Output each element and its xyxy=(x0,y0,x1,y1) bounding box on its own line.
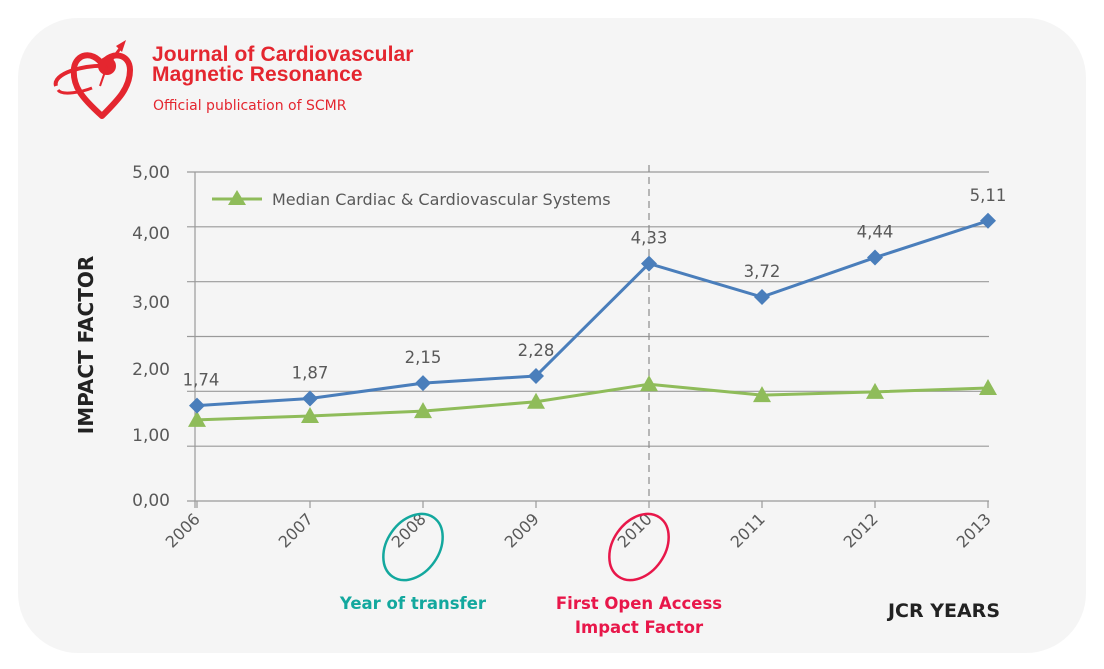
y-tick-label: 0,00 xyxy=(132,491,170,511)
data-label: 4,33 xyxy=(631,229,668,248)
data-point-diamond xyxy=(980,212,996,229)
data-point-diamond xyxy=(528,367,544,384)
x-axis-title: JCR YEARS xyxy=(886,600,1000,622)
x-tick-labels: 2006 2007 2008 2009 2010 2011 2012 2013 xyxy=(162,509,995,551)
y-tick-label: 5,00 xyxy=(132,163,170,183)
heart-orbit-logo-icon xyxy=(53,40,133,119)
annotation-text: First Open Access xyxy=(556,594,722,613)
data-point-triangle xyxy=(640,375,658,392)
data-point-diamond xyxy=(415,375,431,392)
x-tick-label: 2011 xyxy=(727,509,769,551)
x-tick-label: 2007 xyxy=(275,509,317,551)
series-line xyxy=(196,219,989,408)
journal-title-line1: Journal of Cardiovascular xyxy=(152,43,414,66)
y-tick-label: 1,00 xyxy=(132,426,170,446)
annotation-circle xyxy=(608,512,670,582)
axes xyxy=(194,172,989,508)
series-layer xyxy=(188,212,997,427)
data-point-diamond xyxy=(867,249,883,266)
chart-card xyxy=(18,18,1086,653)
legend: Median Cardiac & Cardiovascular Systems xyxy=(212,190,611,209)
x-tick-label: 2013 xyxy=(953,509,995,551)
data-labels: 1,74 1,87 2,15 2,28 4,33 3,72 4,44 5,11 xyxy=(183,186,1007,390)
data-label: 1,87 xyxy=(292,363,329,382)
data-label: 5,11 xyxy=(970,186,1007,205)
x-tick-label: 2009 xyxy=(501,509,543,551)
legend-label: Median Cardiac & Cardiovascular Systems xyxy=(272,190,611,209)
data-point-triangle xyxy=(301,407,319,424)
data-label: 2,28 xyxy=(518,341,555,360)
data-point-diamond xyxy=(189,397,205,414)
data-point-triangle xyxy=(979,379,997,396)
y-tick-label: 2,00 xyxy=(132,360,170,380)
data-label: 4,44 xyxy=(857,223,894,242)
journal-title-line2: Magnetic Resonance xyxy=(152,63,363,86)
data-label: 2,15 xyxy=(405,348,442,367)
annotation-text: Impact Factor xyxy=(575,618,704,637)
journal-subtitle: Official publication of SCMR xyxy=(153,98,347,114)
gridlines xyxy=(187,171,989,502)
y-tick-label: 4,00 xyxy=(132,224,170,244)
data-point-diamond xyxy=(754,289,770,306)
y-tick-label: 3,00 xyxy=(132,293,170,313)
data-point-diamond xyxy=(641,255,657,272)
data-point-triangle xyxy=(753,386,771,403)
data-point-triangle xyxy=(188,410,206,427)
annotation-text: Year of transfer xyxy=(339,594,487,613)
legend-marker-triangle-icon xyxy=(228,190,246,205)
annotations: Year of transfer First Open Access Impact … xyxy=(339,512,722,637)
series-line xyxy=(196,382,989,422)
journal-title: Journal of Cardiovascular Magnetic Reson… xyxy=(152,43,414,86)
y-axis-title: IMPACT FACTOR xyxy=(74,256,98,435)
data-label: 3,72 xyxy=(744,262,781,281)
x-tick-label: 2006 xyxy=(162,509,204,551)
data-point-triangle xyxy=(866,382,884,399)
data-point-triangle xyxy=(527,392,545,409)
annotation-circle xyxy=(382,512,444,582)
x-tick-label: 2012 xyxy=(840,509,882,551)
data-point-diamond xyxy=(302,390,318,407)
data-point-triangle xyxy=(414,402,432,419)
data-label: 1,74 xyxy=(183,371,220,390)
y-tick-labels: 0,00 1,00 2,00 3,00 4,00 5,00 xyxy=(132,163,170,511)
